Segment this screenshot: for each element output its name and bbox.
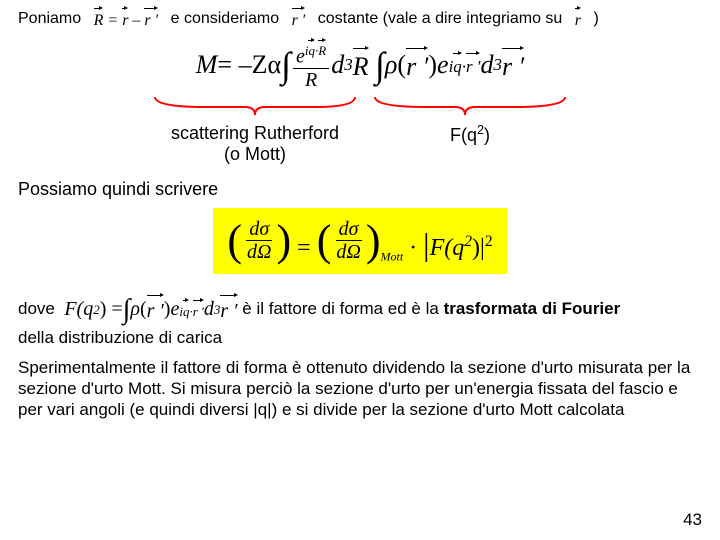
text-close-paren: ): [593, 10, 598, 28]
brace-right: [375, 97, 565, 115]
text-fourier-bold: trasformata di Fourier: [444, 299, 621, 318]
brace-left: [155, 97, 355, 115]
eq-rprime: r ′: [292, 8, 306, 30]
page-number: 43: [683, 510, 702, 530]
eq-r: r: [575, 8, 581, 30]
main-equation: M = –Zα ∫ eiq·R R d3R ∫ ρ(r ′)eiq·r ′ d3…: [18, 40, 702, 91]
text-consideriamo: e consideriamo: [171, 10, 280, 28]
slide-content: Poniamo R = r – r ′ e consideriamo r ′ c…: [0, 0, 720, 540]
underbraces-svg: [145, 93, 575, 117]
brace-row: [145, 93, 575, 117]
para-dove: dove F(q2) = ∫ ρ(r ′)eiq·r ′ d3r ′ è il …: [18, 292, 702, 348]
text-costante: costante (vale a dire integriamo su: [318, 10, 563, 28]
para-sperimentalmente: Sperimentalmente il fattore di forma è o…: [18, 357, 702, 421]
intro-line: Poniamo R = r – r ′ e consideriamo r ′ c…: [18, 8, 702, 30]
text-poniamo: Poniamo: [18, 10, 81, 28]
label-fq2: F(q2): [365, 123, 575, 165]
brace-labels: scattering Rutherford(o Mott) F(q2): [145, 123, 575, 165]
text-possiamo: Possiamo quindi scrivere: [18, 179, 702, 200]
label-rutherford: scattering Rutherford(o Mott): [145, 123, 365, 165]
eq-R-def: R = r – r ′: [94, 8, 159, 30]
yellow-equation: ( dσdΩ ) = ( dσdΩ ) Mott · |F(q2)|2: [213, 208, 506, 275]
